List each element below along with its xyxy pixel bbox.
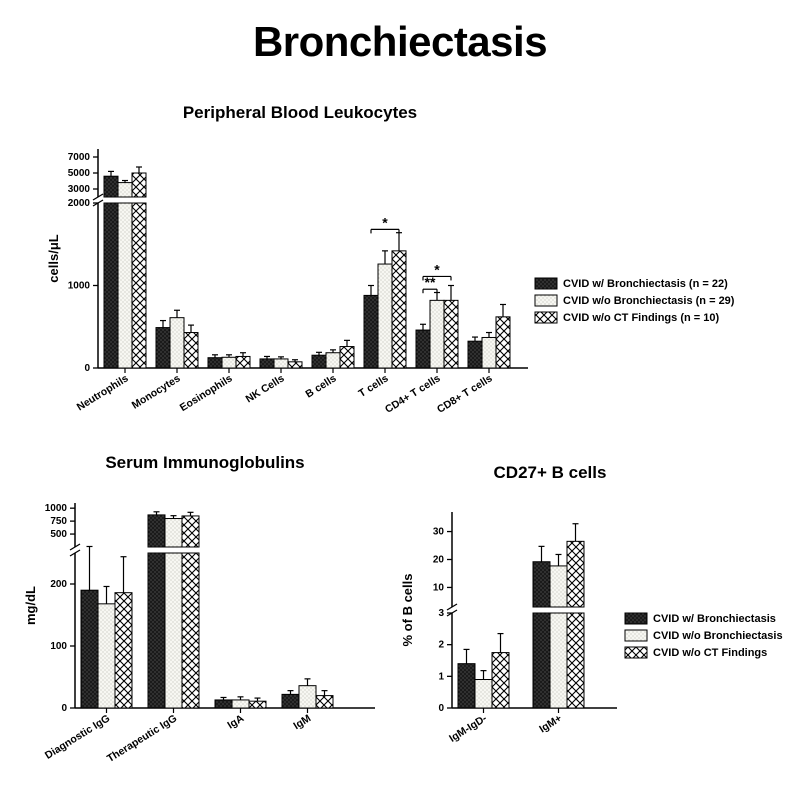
svg-text:2000: 2000 — [68, 198, 91, 209]
svg-text:CVID w/ Bronchiectasis (n = 22: CVID w/ Bronchiectasis (n = 22) — [563, 278, 728, 290]
svg-text:0: 0 — [438, 703, 444, 714]
svg-text:CVID w/o Bronchiectasis (n = 2: CVID w/o Bronchiectasis (n = 29) — [563, 295, 735, 307]
svg-text:% of B cells: % of B cells — [400, 574, 415, 647]
svg-text:1: 1 — [438, 671, 444, 682]
chart-cd27-title: CD27+ B cells — [440, 463, 660, 483]
svg-text:0: 0 — [61, 703, 67, 714]
svg-text:CD4+ T cells: CD4+ T cells — [383, 372, 443, 416]
svg-text:5000: 5000 — [68, 168, 91, 179]
svg-text:*: * — [382, 214, 388, 230]
svg-text:IgM: IgM — [291, 712, 313, 732]
svg-text:B cells: B cells — [304, 372, 339, 400]
svg-text:IgA: IgA — [225, 712, 246, 731]
svg-text:Monocytes: Monocytes — [130, 372, 183, 411]
chart-ig-title: Serum Immunoglobulins — [55, 453, 355, 473]
svg-text:T cells: T cells — [357, 372, 391, 400]
svg-text:Eosinophils: Eosinophils — [178, 372, 235, 414]
svg-text:CVID w/o Bronchiectasis: CVID w/o Bronchiectasis — [653, 630, 783, 642]
svg-text:3: 3 — [438, 608, 444, 619]
svg-text:20: 20 — [433, 555, 445, 566]
svg-text:0: 0 — [84, 363, 90, 374]
chart-cd27: CD27+ B cells 0 1 2 3 10 20 30 % of B cells IgM-… — [400, 463, 790, 783]
chart-leukocytes: Peripheral Blood Leukocytes 0 1000 2000 300… — [40, 103, 760, 423]
svg-text:Neutrophils: Neutrophils — [75, 372, 131, 413]
svg-text:Diagnostic IgG: Diagnostic IgG — [43, 712, 112, 761]
chart-leuko-title: Peripheral Blood Leukocytes — [100, 103, 500, 123]
svg-text:750: 750 — [50, 516, 67, 527]
svg-text:100: 100 — [50, 641, 67, 652]
svg-text:IgM+: IgM+ — [537, 712, 564, 735]
svg-text:IgM-IgD-: IgM-IgD- — [447, 712, 489, 745]
svg-text:2: 2 — [438, 640, 444, 651]
svg-text:Therapeutic IgG: Therapeutic IgG — [105, 712, 179, 765]
chart-ig: Serum Immunoglobulins 0 100 200 500 750 1000 m… — [20, 453, 390, 773]
svg-text:1000: 1000 — [45, 503, 68, 514]
svg-text:*: * — [434, 261, 440, 277]
svg-text:cells/μL: cells/μL — [46, 234, 61, 282]
svg-text:1000: 1000 — [68, 281, 91, 292]
svg-text:CVID w/ Bronchiectasis: CVID w/ Bronchiectasis — [653, 613, 776, 625]
svg-text:7000: 7000 — [68, 152, 91, 163]
svg-text:NK Cells: NK Cells — [244, 372, 287, 405]
svg-text:200: 200 — [50, 579, 67, 590]
svg-text:mg/dL: mg/dL — [23, 586, 38, 625]
page-title: Bronchiectasis — [0, 18, 800, 66]
svg-text:3000: 3000 — [68, 184, 91, 195]
svg-text:500: 500 — [50, 529, 67, 540]
svg-text:CVID w/o CT Findings (n = 10): CVID w/o CT Findings (n = 10) — [563, 312, 719, 324]
svg-text:10: 10 — [433, 582, 445, 593]
svg-text:CD8+ T cells: CD8+ T cells — [435, 372, 495, 416]
svg-text:30: 30 — [433, 527, 445, 538]
svg-text:CVID w/o CT Findings: CVID w/o CT Findings — [653, 647, 767, 659]
